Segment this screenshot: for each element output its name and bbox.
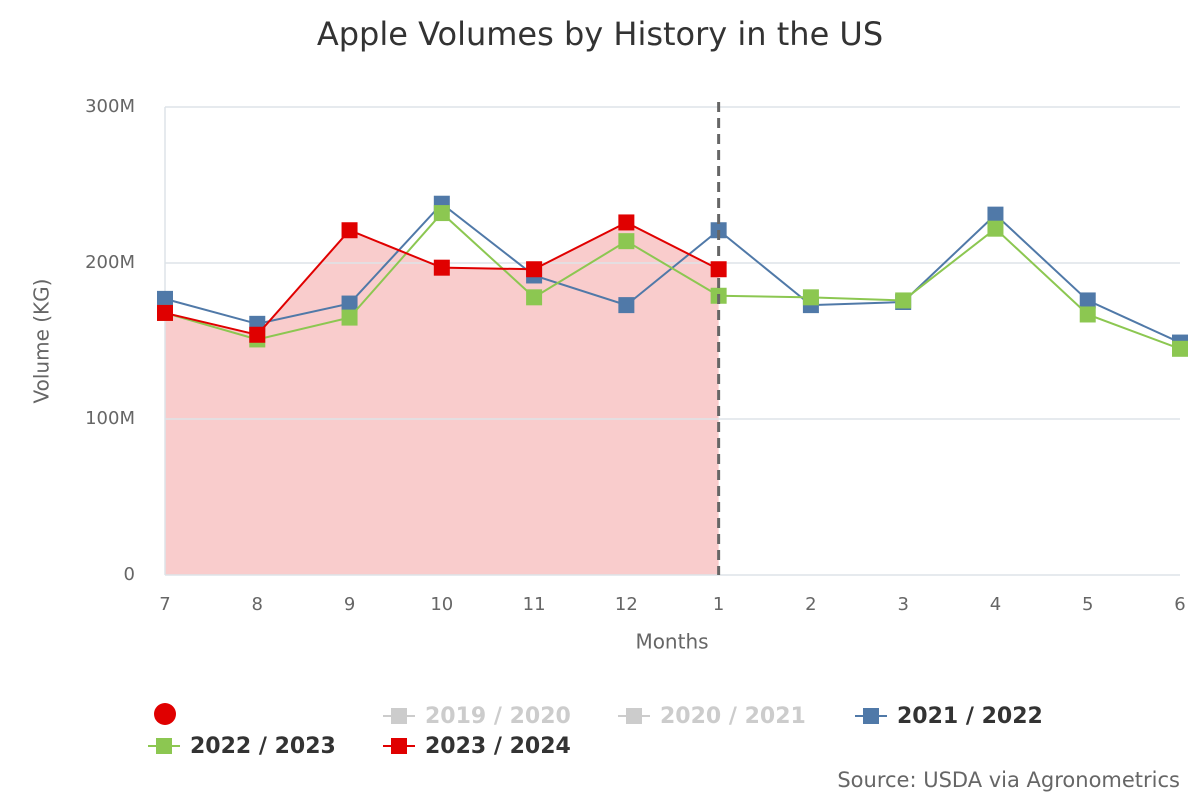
series-line [164,211,1181,350]
area [165,222,719,575]
legend-marker [863,708,879,724]
legend-marker [626,708,642,724]
x-tick-label: 3 [897,594,908,615]
legend-marker [156,738,172,754]
legend-label: 2022 / 2023 [190,734,336,759]
y-tick-label: 300M [85,96,135,117]
point [618,297,635,314]
point [1079,292,1096,309]
source: Source: USDA via Agronometrics [837,768,1180,792]
y-tick-label: 0 [124,564,135,585]
point [618,214,635,231]
legend-label: 2023 / 2024 [425,734,571,759]
point [249,326,266,343]
x-tick-label: 5 [1082,594,1093,615]
point [895,292,912,309]
point [802,289,819,306]
legend-label: 2020 / 2021 [660,704,806,729]
legend-label: 2019 / 2020 [425,704,571,729]
legend-label: 2021 / 2022 [897,704,1043,729]
point [1079,306,1096,323]
area-layer [165,222,719,575]
y-axis-label: Volume (KG) [30,279,54,404]
point [618,233,635,250]
x-tick-label: 7 [159,594,170,615]
chart-title: Apple Volumes by History in the US [317,15,883,53]
x-tick-label: 4 [990,594,1001,615]
x-tick-label: 8 [252,594,263,615]
point [433,205,450,222]
point [341,309,358,326]
x-tick-label: 11 [523,594,546,615]
legend-marker [391,738,407,754]
x-tick-label: 2 [805,594,816,615]
point [157,304,173,321]
x-tick-label: 1 [713,594,724,615]
point [341,295,358,312]
legend-marker [391,708,407,724]
point [1172,340,1188,357]
x-axis-label: Months [635,630,708,654]
x-tick-label: 9 [344,594,355,615]
point [341,222,358,239]
x-tick-label: 6 [1174,594,1185,615]
point [987,206,1004,223]
legend-dot [154,703,176,725]
point [157,290,173,307]
point [710,261,727,278]
x-tick-label: 10 [430,594,453,615]
y-tick-label: 100M [85,408,135,429]
point [433,259,450,276]
x-tick-label: 12 [615,594,638,615]
point [987,220,1004,237]
point [526,289,543,306]
y-tick-label: 200M [85,252,135,273]
point [526,261,543,278]
